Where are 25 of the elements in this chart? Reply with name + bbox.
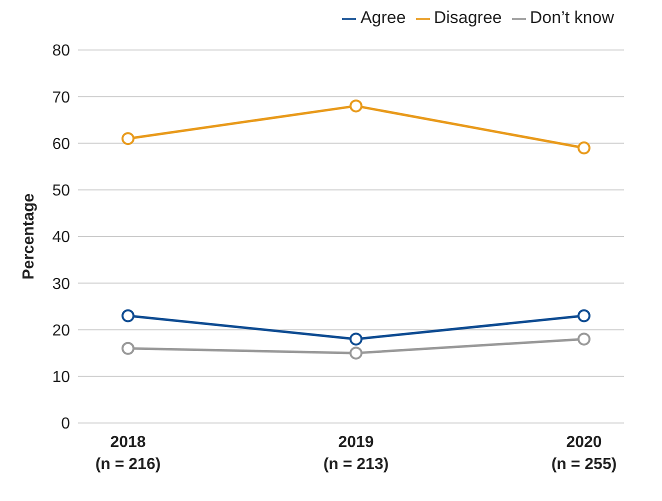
y-tick-label: 80 [52,42,70,60]
y-tick-label: 70 [52,89,70,106]
point [122,309,134,322]
y-axis-title: Percentage [20,193,38,280]
y-tick-label: 30 [52,276,70,293]
legend-label: Disagree [434,8,502,27]
point [578,309,590,322]
point [122,132,134,146]
legend-label: Agree [360,8,406,27]
point [350,332,362,346]
y-tick-label: 20 [52,322,70,340]
point [350,99,362,112]
point [122,342,134,355]
y-tick-label: 40 [52,229,70,246]
x-tick-label: 2018 (n = 216) [95,434,161,473]
y-tick-label: 0 [61,416,70,433]
y-tick-label: 60 [52,136,70,153]
y-tick-label: 10 [52,369,70,386]
y-tick-label: 50 [52,182,70,200]
x-tick-label: 2020 (n = 255) [551,434,617,473]
legend-label: Don’t know [530,8,614,27]
point [578,141,590,154]
point [578,332,590,346]
x-tick-label: 2019 (n = 213) [323,434,389,473]
point [350,346,362,360]
